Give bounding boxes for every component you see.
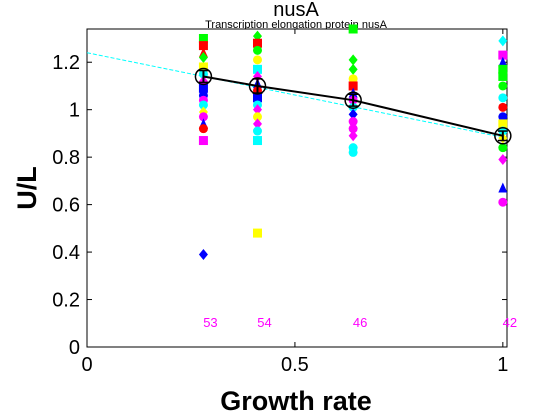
data-point bbox=[252, 118, 262, 130]
y-tick-label: 0.6 bbox=[52, 195, 80, 217]
y-tick-label: 0.2 bbox=[52, 290, 80, 312]
data-point bbox=[252, 64, 262, 74]
data-point bbox=[198, 124, 208, 134]
data-point bbox=[198, 136, 208, 146]
x-axis-title: Growth rate bbox=[220, 386, 372, 416]
fit-line bbox=[86, 52, 508, 139]
data-point bbox=[498, 143, 508, 153]
data-point bbox=[252, 112, 262, 122]
data-point bbox=[498, 102, 508, 112]
sample-count-label: 53 bbox=[203, 315, 217, 330]
data-point bbox=[498, 50, 508, 60]
data-point bbox=[498, 64, 508, 74]
data-point bbox=[198, 83, 208, 93]
data-point bbox=[348, 74, 358, 84]
x-tick-label: 0.5 bbox=[281, 354, 309, 376]
data-point bbox=[252, 228, 262, 238]
data-point bbox=[348, 63, 358, 75]
sample-count-label: 46 bbox=[353, 315, 367, 330]
chart-title: nusA bbox=[273, 0, 319, 21]
data-point bbox=[498, 93, 508, 103]
mean-marker bbox=[194, 67, 213, 86]
data-point bbox=[198, 41, 208, 51]
x-tick-label: 1 bbox=[497, 354, 508, 376]
mean-series bbox=[194, 67, 512, 145]
data-point bbox=[348, 124, 358, 134]
y-tick-label: 0.4 bbox=[52, 242, 80, 264]
data-point bbox=[498, 182, 508, 193]
data-point bbox=[198, 62, 208, 72]
data-point bbox=[498, 197, 508, 207]
data-point bbox=[348, 54, 358, 66]
chart-subtitle: Transcription elongation protein nusA bbox=[205, 19, 387, 31]
data-point bbox=[198, 100, 208, 110]
data-point bbox=[198, 51, 208, 63]
axis-ticks: 0 0.5 1 0 0.2 0.4 0.6 0.8 1 1.2 bbox=[52, 29, 508, 376]
data-point bbox=[498, 35, 508, 47]
data-point bbox=[252, 55, 262, 65]
sample-counts: 53 54 46 42 bbox=[203, 315, 517, 330]
data-point bbox=[348, 130, 358, 142]
data-point bbox=[198, 33, 208, 43]
data-point bbox=[498, 71, 508, 81]
sample-count-label: 42 bbox=[503, 315, 517, 330]
sample-count-label: 54 bbox=[257, 315, 271, 330]
data-point bbox=[252, 104, 262, 116]
y-tick-label: 0 bbox=[69, 337, 80, 359]
data-point bbox=[252, 45, 262, 55]
plot-area bbox=[86, 28, 508, 348]
mean-marker bbox=[344, 91, 362, 109]
data-point bbox=[348, 24, 358, 34]
mean-marker bbox=[494, 127, 512, 145]
data-point bbox=[498, 112, 508, 122]
mean-marker bbox=[248, 77, 267, 95]
data-point bbox=[348, 117, 358, 127]
data-point bbox=[498, 154, 508, 166]
data-point bbox=[348, 102, 358, 112]
data-point bbox=[198, 248, 208, 260]
data-point bbox=[498, 81, 508, 91]
data-point bbox=[348, 81, 358, 91]
x-tick-label: 0 bbox=[81, 354, 92, 376]
data-point bbox=[498, 119, 508, 129]
data-point bbox=[198, 112, 208, 122]
y-tick-label: 1.2 bbox=[52, 52, 80, 74]
y-axis-title: U/L bbox=[12, 166, 42, 210]
y-tick-label: 0.8 bbox=[52, 147, 80, 169]
data-point bbox=[252, 126, 262, 136]
data-point bbox=[252, 93, 262, 103]
data-point bbox=[348, 108, 358, 120]
mean-line bbox=[203, 75, 504, 137]
data-point bbox=[348, 147, 358, 157]
fit-line-group bbox=[86, 52, 508, 139]
data-point bbox=[252, 136, 262, 146]
data-point bbox=[498, 56, 508, 67]
y-tick-label: 1 bbox=[69, 100, 80, 122]
data-point bbox=[252, 38, 262, 48]
